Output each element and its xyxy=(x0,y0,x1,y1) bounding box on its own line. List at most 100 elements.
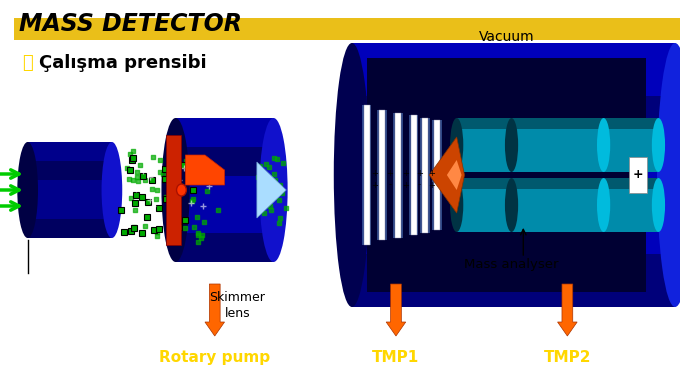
Point xyxy=(150,195,161,202)
Bar xyxy=(352,43,675,307)
Bar xyxy=(457,178,604,232)
Point xyxy=(145,174,156,180)
Bar xyxy=(175,118,273,262)
Point xyxy=(253,174,264,180)
Point xyxy=(165,209,176,215)
Point xyxy=(277,159,288,166)
Point xyxy=(276,190,287,196)
Ellipse shape xyxy=(259,118,288,262)
Point xyxy=(260,183,271,189)
Ellipse shape xyxy=(450,178,463,232)
Ellipse shape xyxy=(657,43,680,307)
Point xyxy=(193,232,204,238)
Text: +: + xyxy=(428,180,435,189)
Point xyxy=(189,168,200,174)
Point xyxy=(199,219,209,225)
Bar xyxy=(352,96,675,149)
Point xyxy=(148,203,158,209)
Bar xyxy=(415,115,418,235)
Bar xyxy=(395,113,401,238)
Text: +: + xyxy=(403,180,409,189)
Point xyxy=(132,169,143,175)
Point xyxy=(125,195,136,201)
Bar xyxy=(362,105,364,245)
Point xyxy=(201,187,212,194)
Point xyxy=(165,237,176,243)
Polygon shape xyxy=(447,160,462,190)
Point xyxy=(128,177,139,183)
Point xyxy=(127,147,138,154)
Bar xyxy=(511,118,658,129)
Text: Skimmer
lens: Skimmer lens xyxy=(209,291,265,320)
Polygon shape xyxy=(186,155,224,185)
Point xyxy=(280,205,291,211)
Ellipse shape xyxy=(17,142,38,238)
Bar xyxy=(434,120,440,230)
FancyArrow shape xyxy=(205,284,224,336)
Text: -: - xyxy=(418,180,421,189)
Text: TMP1: TMP1 xyxy=(373,350,420,365)
Point xyxy=(165,216,175,222)
Point xyxy=(213,207,224,213)
Bar xyxy=(422,118,428,233)
Point xyxy=(137,168,148,174)
Point xyxy=(254,182,265,188)
Point xyxy=(269,154,279,161)
Point xyxy=(131,174,142,180)
Bar xyxy=(166,135,182,245)
Bar xyxy=(352,254,675,307)
Bar xyxy=(409,115,411,235)
Point xyxy=(139,177,150,183)
Bar xyxy=(14,18,680,40)
Ellipse shape xyxy=(450,118,463,172)
Point xyxy=(171,174,182,180)
FancyArrow shape xyxy=(558,284,577,336)
Text: +: + xyxy=(416,169,423,177)
Bar xyxy=(369,105,371,245)
Point xyxy=(275,215,286,221)
Point xyxy=(266,207,277,213)
Text: Çalışma prensibi: Çalışma prensibi xyxy=(39,54,207,72)
Bar xyxy=(400,113,403,238)
Point xyxy=(124,175,135,182)
Bar xyxy=(175,147,273,175)
Ellipse shape xyxy=(652,178,665,232)
Point xyxy=(265,203,275,209)
Point xyxy=(122,165,133,171)
Point xyxy=(189,223,200,230)
Point xyxy=(134,162,145,169)
Point xyxy=(188,196,199,202)
Text: Vacuum: Vacuum xyxy=(479,30,535,44)
Text: -: - xyxy=(388,180,392,189)
Point xyxy=(269,171,279,177)
Point xyxy=(260,179,271,185)
Text: TMP2: TMP2 xyxy=(543,350,591,365)
Point xyxy=(146,186,157,192)
Point xyxy=(130,186,141,192)
Point xyxy=(254,162,265,169)
Point xyxy=(154,157,165,164)
Point xyxy=(173,182,184,188)
Point xyxy=(170,171,181,177)
Point xyxy=(260,161,271,167)
Point xyxy=(193,239,204,245)
Point xyxy=(203,183,214,189)
Bar xyxy=(511,178,658,189)
Point xyxy=(157,170,168,177)
Point xyxy=(259,210,270,216)
Point xyxy=(139,223,150,229)
Ellipse shape xyxy=(334,43,370,307)
Text: +: + xyxy=(371,169,378,177)
Text: Mass analyser: Mass analyser xyxy=(464,258,559,271)
Point xyxy=(129,207,140,214)
Point xyxy=(152,233,163,239)
Point xyxy=(197,232,208,238)
Bar xyxy=(439,120,442,230)
Point xyxy=(274,197,285,203)
Ellipse shape xyxy=(161,118,190,262)
Bar xyxy=(28,219,112,238)
Bar xyxy=(457,118,604,129)
Point xyxy=(174,177,185,184)
Point xyxy=(148,154,158,161)
Bar xyxy=(379,110,385,240)
